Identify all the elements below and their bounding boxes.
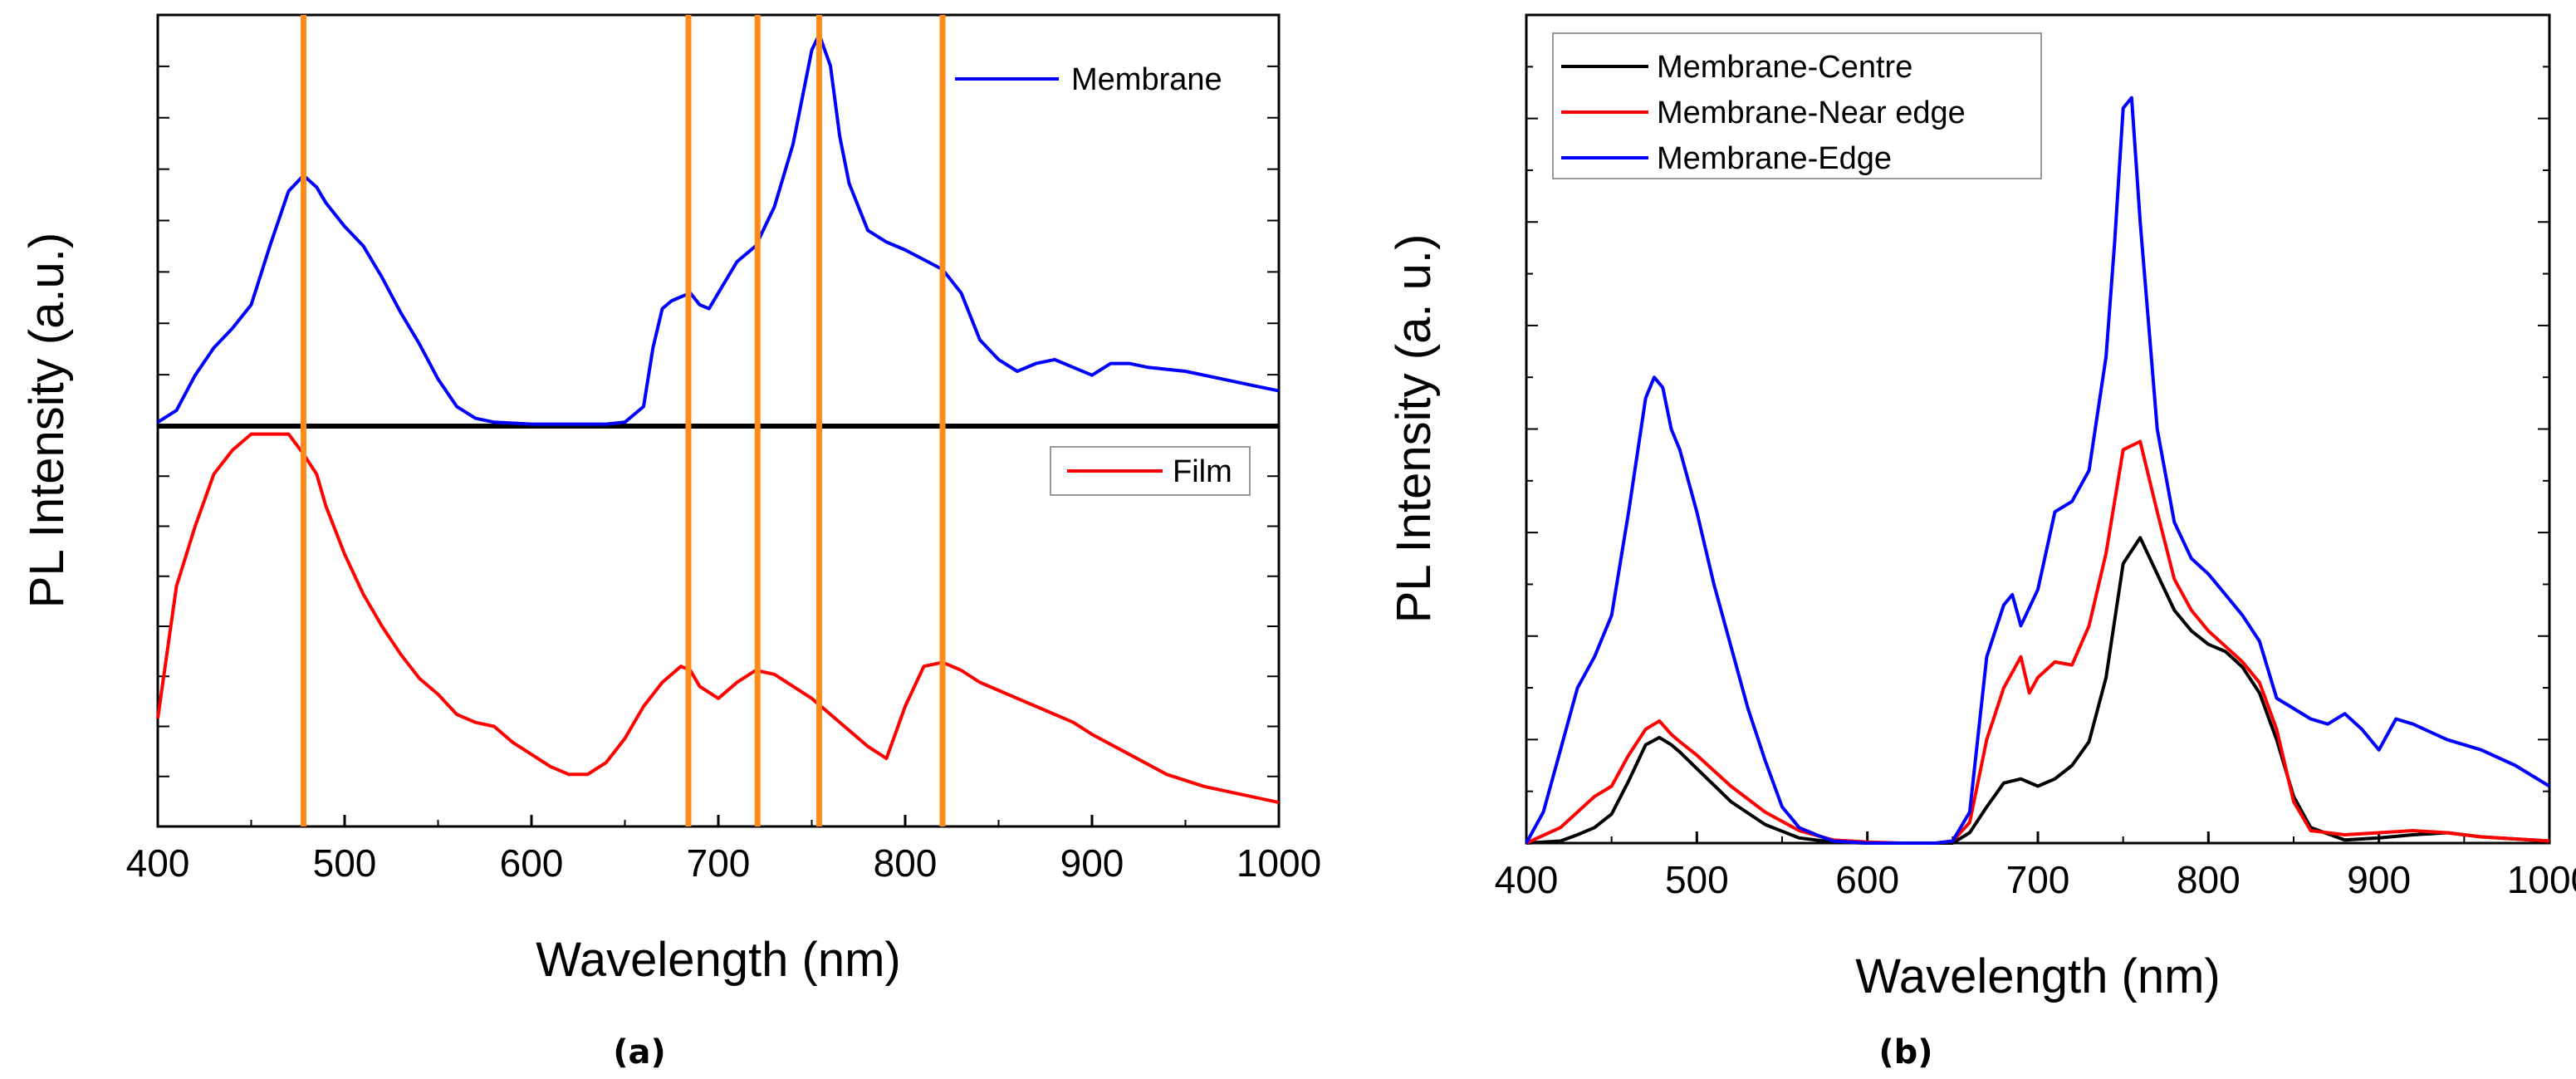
panel-a-xtick-label-400: 400	[126, 841, 190, 885]
legend-label-membrane-edge: Membrane-Edge	[1657, 141, 1892, 176]
panel-b-xtick-label-700: 700	[2006, 858, 2070, 901]
panel-a-caption: (a)	[613, 1033, 666, 1072]
panel-a-ylabel: PL Intensity (a.u.)	[20, 233, 74, 608]
series-line-membrane	[156, 32, 1280, 426]
panel-a-bottom-legend: Film	[1050, 446, 1251, 496]
series-line-membrane-near-edge	[1526, 439, 2550, 845]
series-line-membrane-edge	[1525, 96, 2551, 845]
panel-a-xtick-label-500: 500	[313, 841, 377, 885]
panel-b-xlabel: Wavelength (nm)	[1855, 949, 2220, 1003]
panel-a: 400 500 600 700 800 900 1000 Membrane Film Wav…	[20, 13, 1321, 1072]
panel-b-xtick-label-900: 900	[2347, 858, 2411, 901]
legend-label-film: Film	[1173, 454, 1232, 489]
panel-a-bottom-yticks	[158, 475, 1279, 777]
panel-a-xtick-label-700: 700	[687, 841, 751, 885]
panel-a-xticks: 400 500 600 700 800 900 1000	[126, 815, 1321, 885]
panel-b-caption: (b)	[1878, 1033, 1932, 1072]
panel-a-vlines	[301, 15, 946, 826]
panel-b-series	[1525, 96, 2551, 845]
panel-a-xtick-label-1000: 1000	[1237, 841, 1321, 885]
panel-a-top-yticks	[158, 65, 1279, 376]
panel-b: 400 500 600 700 800 900 1000 Membrane-Centre M…	[1387, 13, 2576, 1072]
panel-a-xtick-label-800: 800	[874, 841, 938, 885]
series-line-membrane-centre	[1526, 536, 2550, 845]
legend-label-membrane-centre: Membrane-Centre	[1657, 50, 1912, 85]
panel-b-xtick-label-800: 800	[2177, 858, 2241, 901]
panel-b-xtick-label-1000: 1000	[2507, 858, 2576, 901]
series-line-film	[156, 432, 1280, 805]
panel-b-legend-box	[1552, 32, 2042, 179]
panel-b-ylabel: PL Intensity (a. u.)	[1387, 234, 1441, 624]
panel-a-xlabel: Wavelength (nm)	[536, 933, 900, 987]
panel-b-xtick-label-600: 600	[1835, 858, 1899, 901]
panel-a-xtick-label-600: 600	[500, 841, 564, 885]
panel-b-legend: Membrane-Centre Membrane-Near edge Membr…	[1552, 32, 2042, 179]
legend-label-membrane: Membrane	[1071, 62, 1222, 97]
panel-a-xtick-label-900: 900	[1060, 841, 1124, 885]
panel-a-series	[156, 32, 1280, 805]
panel-a-top-legend: Membrane	[955, 62, 1222, 97]
legend-label-membrane-near-edge: Membrane-Near edge	[1657, 96, 1966, 130]
panel-b-xticks: 400 500 600 700 800 900 1000	[1495, 831, 2576, 901]
panel-b-yticks	[1526, 66, 2549, 792]
panel-b-xtick-label-400: 400	[1495, 858, 1559, 901]
panel-b-xtick-label-500: 500	[1665, 858, 1729, 901]
